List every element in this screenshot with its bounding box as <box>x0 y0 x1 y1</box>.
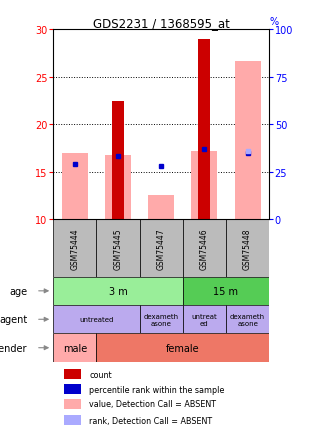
Text: rank, Detection Call = ABSENT: rank, Detection Call = ABSENT <box>89 416 213 425</box>
Bar <box>96 334 269 362</box>
Bar <box>105 155 131 220</box>
Text: count: count <box>89 370 112 379</box>
Text: GSM75445: GSM75445 <box>114 227 122 269</box>
Bar <box>183 220 226 277</box>
Bar <box>198 40 210 220</box>
Bar <box>64 369 81 379</box>
Text: GSM75446: GSM75446 <box>200 227 209 269</box>
Bar <box>183 306 226 334</box>
Text: GSM75448: GSM75448 <box>243 227 252 269</box>
Bar <box>96 220 140 277</box>
Title: GDS2231 / 1368595_at: GDS2231 / 1368595_at <box>93 17 230 30</box>
Text: %: % <box>269 16 278 26</box>
Text: dexameth
asone: dexameth asone <box>230 313 265 326</box>
Bar <box>112 101 124 220</box>
Text: untreat
ed: untreat ed <box>192 313 217 326</box>
Bar <box>53 277 183 306</box>
Bar <box>53 334 96 362</box>
Bar <box>140 306 183 334</box>
Text: percentile rank within the sample: percentile rank within the sample <box>89 385 225 394</box>
Bar <box>226 306 269 334</box>
Bar <box>64 385 81 394</box>
Text: gender: gender <box>0 343 27 353</box>
Bar <box>53 220 96 277</box>
Text: value, Detection Call = ABSENT: value, Detection Call = ABSENT <box>89 400 216 408</box>
Bar <box>140 220 183 277</box>
Bar <box>235 62 260 220</box>
Bar <box>62 153 88 220</box>
Bar <box>53 306 140 334</box>
Text: GSM75447: GSM75447 <box>157 227 166 269</box>
Bar <box>148 196 174 220</box>
Text: age: age <box>9 286 27 296</box>
Text: 3 m: 3 m <box>109 286 127 296</box>
Text: agent: agent <box>0 315 27 325</box>
Bar <box>64 415 81 425</box>
Text: male: male <box>63 343 87 353</box>
Bar <box>226 220 269 277</box>
Text: GSM75444: GSM75444 <box>70 227 79 269</box>
Text: dexameth
asone: dexameth asone <box>144 313 179 326</box>
Bar <box>64 399 81 409</box>
Text: untreated: untreated <box>79 316 114 322</box>
Text: female: female <box>166 343 200 353</box>
Bar <box>183 277 269 306</box>
Text: 15 m: 15 m <box>213 286 239 296</box>
Bar <box>192 151 217 220</box>
